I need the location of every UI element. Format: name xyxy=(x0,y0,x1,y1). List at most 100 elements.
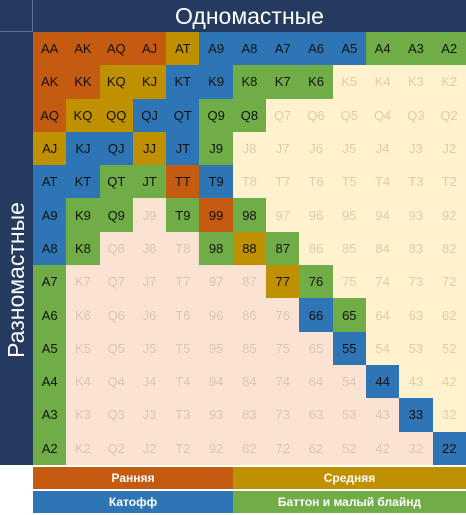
hand-cell: 93 xyxy=(199,398,233,432)
hand-cell: 64 xyxy=(365,298,400,332)
hand-cell: AT xyxy=(33,165,67,199)
hand-cell: 52 xyxy=(432,331,466,365)
hand-cell: K3 xyxy=(66,398,100,432)
hand-cell: T4 xyxy=(365,165,400,199)
hand-cell: 88 xyxy=(232,231,267,266)
hand-cell: QT xyxy=(99,165,133,199)
hand-cell: KT xyxy=(66,165,100,199)
hand-cell: Q7 xyxy=(266,98,300,132)
hand-cell: 84 xyxy=(365,231,400,266)
hand-cell: K8 xyxy=(66,231,100,266)
hand-cell: K4 xyxy=(365,65,400,99)
hand-cell: A6 xyxy=(299,32,333,66)
hand-cell: 72 xyxy=(432,265,466,299)
hand-cell: 82 xyxy=(432,231,466,266)
hand-cell: J9 xyxy=(132,198,167,232)
hand-cell: A9 xyxy=(199,32,233,66)
hand-cell: A7 xyxy=(33,265,67,299)
hand-cell: Q4 xyxy=(99,364,133,399)
hand-cell: J7 xyxy=(132,265,167,299)
legend: Ранняя Средняя Катофф Баттон и малый бла… xyxy=(33,465,466,515)
hand-cell: Q9 xyxy=(99,198,133,232)
hand-cell: K8 xyxy=(232,65,267,99)
hand-cell: 96 xyxy=(199,298,233,332)
hand-cell: J8 xyxy=(132,231,167,266)
hand-cell: K2 xyxy=(432,65,466,99)
hand-cell: A3 xyxy=(399,32,433,66)
hand-cell: Q4 xyxy=(365,98,400,132)
corner-cell xyxy=(0,0,33,32)
hand-cell: AK xyxy=(33,65,67,99)
hand-cell: JT xyxy=(166,131,200,166)
hand-cell: Q6 xyxy=(99,298,133,332)
hand-cell: K2 xyxy=(66,431,100,465)
suited-label: Одномастные xyxy=(175,3,324,29)
legend-middle: Средняя xyxy=(233,467,466,489)
hand-cell: A2 xyxy=(33,431,67,465)
hand-cell: K3 xyxy=(399,65,433,99)
hand-cell: Q8 xyxy=(232,98,267,132)
hand-cell: 76 xyxy=(299,265,333,299)
hand-cell: AK xyxy=(66,32,100,66)
offsuit-label: Разномастные xyxy=(3,202,29,358)
hand-cell: 73 xyxy=(266,398,300,432)
hand-cell: J7 xyxy=(266,131,300,166)
hand-cell: 73 xyxy=(399,265,433,299)
hand-cell: Q5 xyxy=(332,98,366,132)
hand-cell: KJ xyxy=(132,65,167,99)
hand-cell: T2 xyxy=(166,431,200,465)
hand-cell: Q9 xyxy=(199,98,233,132)
hand-cell: 55 xyxy=(332,331,366,365)
hand-grid: AA AK AQ AJ AT A9 A8 A7 A6 A5 A4 A3 A2 AK KK KQ KJ KT K9 K8… xyxy=(33,32,466,465)
hand-cell: T9 xyxy=(199,165,233,199)
hand-cell: 98 xyxy=(199,231,233,266)
hand-cell: KK xyxy=(66,65,100,99)
hand-cell: J8 xyxy=(232,131,267,166)
hand-cell: 32 xyxy=(432,398,466,432)
hand-cell: 99 xyxy=(199,198,233,232)
hand-cell: 74 xyxy=(266,364,300,399)
hand-cell: 62 xyxy=(432,298,466,332)
hand-cell: 63 xyxy=(399,298,433,332)
hand-cell: A4 xyxy=(365,32,400,66)
hand-cell: Q5 xyxy=(99,331,133,365)
hand-cell: 53 xyxy=(332,398,366,432)
hand-cell: J3 xyxy=(399,131,433,166)
hand-cell: QJ xyxy=(132,98,167,132)
hand-cell: T2 xyxy=(432,165,466,199)
hand-cell: J2 xyxy=(432,131,466,166)
hand-cell: T7 xyxy=(166,265,200,299)
hand-cell: A9 xyxy=(33,198,67,232)
hand-cell: AQ xyxy=(33,98,67,132)
hand-cell: A8 xyxy=(33,231,67,266)
hand-cell: 43 xyxy=(399,364,433,399)
hand-cell: 52 xyxy=(332,431,366,465)
hand-cell: 65 xyxy=(299,331,333,365)
hand-cell: 76 xyxy=(266,298,300,332)
hand-cell: 62 xyxy=(299,431,333,465)
hand-cell: T7 xyxy=(266,165,300,199)
hand-cell: 86 xyxy=(299,231,333,266)
hand-cell: 97 xyxy=(266,198,300,232)
hand-cell: T9 xyxy=(166,198,200,232)
hand-cell: T5 xyxy=(166,331,200,365)
legend-button: Баттон и малый блайнд xyxy=(233,491,466,513)
hand-cell: 93 xyxy=(399,198,433,232)
hand-cell: A5 xyxy=(33,331,67,365)
hand-cell: T6 xyxy=(166,298,200,332)
hand-cell: 92 xyxy=(199,431,233,465)
hand-cell: 84 xyxy=(232,364,267,399)
hand-cell: 94 xyxy=(365,198,400,232)
hand-cell: 54 xyxy=(332,364,366,399)
hand-cell: 95 xyxy=(199,331,233,365)
hand-cell: 32 xyxy=(399,431,433,465)
hand-cell: K7 xyxy=(266,65,300,99)
hand-cell: 86 xyxy=(232,298,267,332)
hand-cell: 75 xyxy=(266,331,300,365)
hand-cell: T4 xyxy=(166,364,200,399)
hand-cell: K4 xyxy=(66,364,100,399)
hand-cell: AJ xyxy=(33,131,67,166)
hand-cell: 87 xyxy=(232,265,267,299)
side-bar: Разномастные xyxy=(0,32,33,465)
